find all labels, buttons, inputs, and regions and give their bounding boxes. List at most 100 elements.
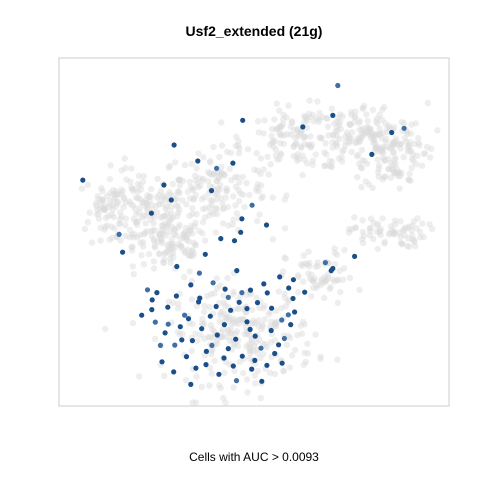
background-cell-point [334,356,341,363]
background-cell-point [335,276,342,284]
background-cell-point [376,146,383,153]
background-cell-point [248,321,255,328]
background-cell-point [370,139,377,147]
background-cell-point [234,317,241,324]
background-cell-point [374,143,381,150]
background-cell-point [98,197,106,204]
background-cell-point [253,187,260,194]
background-cell-point [182,249,189,256]
background-cell-point [278,123,285,130]
background-cell-point [191,223,198,230]
background-cell-point [303,115,310,122]
background-cell-point [199,177,206,184]
background-cell-point [143,203,150,211]
background-cell-point [176,176,183,183]
background-cell-point [190,185,197,192]
background-cell-point [202,205,209,212]
background-cell-point [185,238,192,245]
background-cell-point [235,305,242,313]
background-cell-point [188,160,195,167]
background-cell-point [364,123,371,131]
background-cell-point [147,216,155,223]
background-cell-point [161,250,168,258]
background-cell-point [129,187,137,195]
highlighted-cell-point [182,312,188,318]
background-cell-point [109,191,117,198]
background-cell-point [218,163,225,170]
background-cell-point [271,337,279,344]
background-cell-point [175,188,182,195]
highlighted-cell-point [254,300,261,306]
background-cell-point [260,305,267,312]
highlighted-cell-point [272,350,278,357]
background-cell-point [157,237,165,245]
background-cell-point [201,237,209,244]
background-cell-point [323,115,330,122]
background-cell-point [294,125,301,133]
background-cell-point [369,132,376,140]
background-cell-point [387,174,395,181]
background-cell-point [328,163,336,171]
background-cell-point [379,130,387,137]
background-cell-point [135,373,143,380]
background-cell-point [101,204,108,212]
background-cell-point [173,196,181,203]
background-cell-point [206,170,213,177]
background-cell-point [264,153,271,161]
background-cell-point [128,231,135,239]
background-cell-point [408,121,415,128]
background-cell-point [328,105,336,112]
background-cell-point [275,125,282,132]
background-cell-point [318,276,325,283]
background-cell-point [398,170,405,177]
highlighted-cell-point [152,319,158,325]
highlighted-cell-point [240,117,246,123]
background-cell-point [376,227,383,235]
background-cell-point [168,215,175,222]
background-cell-point [337,288,344,296]
background-cell-point [280,116,287,123]
background-cell-point [114,200,121,207]
highlighted-cell-point [230,363,236,369]
background-cell-point [389,139,397,146]
background-cell-point [175,177,182,184]
background-cell-point [177,242,184,249]
background-cell-point [171,227,179,234]
background-cell-point [139,178,147,185]
highlighted-cell-point [195,158,201,164]
background-cell-point [258,194,265,202]
highlighted-cell-point [183,354,190,360]
background-cell-point [213,177,221,184]
background-cell-point [348,226,355,233]
background-cell-point [414,152,421,159]
background-cell-point [218,329,225,336]
background-cell-point [388,166,395,173]
background-cell-point [352,113,359,120]
background-cell-point [133,210,140,218]
background-cell-point [376,125,383,133]
highlighted-cell-point [264,290,270,296]
background-cell-point [166,189,173,196]
background-cell-point [334,299,342,307]
background-cell-point [391,139,398,147]
background-cell-point [95,210,103,217]
background-cell-point [231,341,239,348]
highlighted-cell-point [179,337,185,343]
background-cell-point [318,135,325,142]
background-cell-point [122,222,129,229]
background-cell-point [265,171,272,178]
background-cell-point [320,279,327,287]
background-cell-point [386,229,393,237]
background-cell-point [390,148,397,156]
background-cell-point [299,171,306,179]
background-cell-point [373,115,380,122]
background-cell-point [286,334,294,342]
background-cell-point [198,320,206,327]
highlighted-cell-point [214,332,220,338]
highlighted-cell-point [171,142,177,148]
highlighted-cell-point [281,335,287,342]
background-cell-point [241,330,248,338]
background-cell-point [248,341,255,348]
background-cell-point [250,347,257,354]
background-cell-point [370,136,377,143]
